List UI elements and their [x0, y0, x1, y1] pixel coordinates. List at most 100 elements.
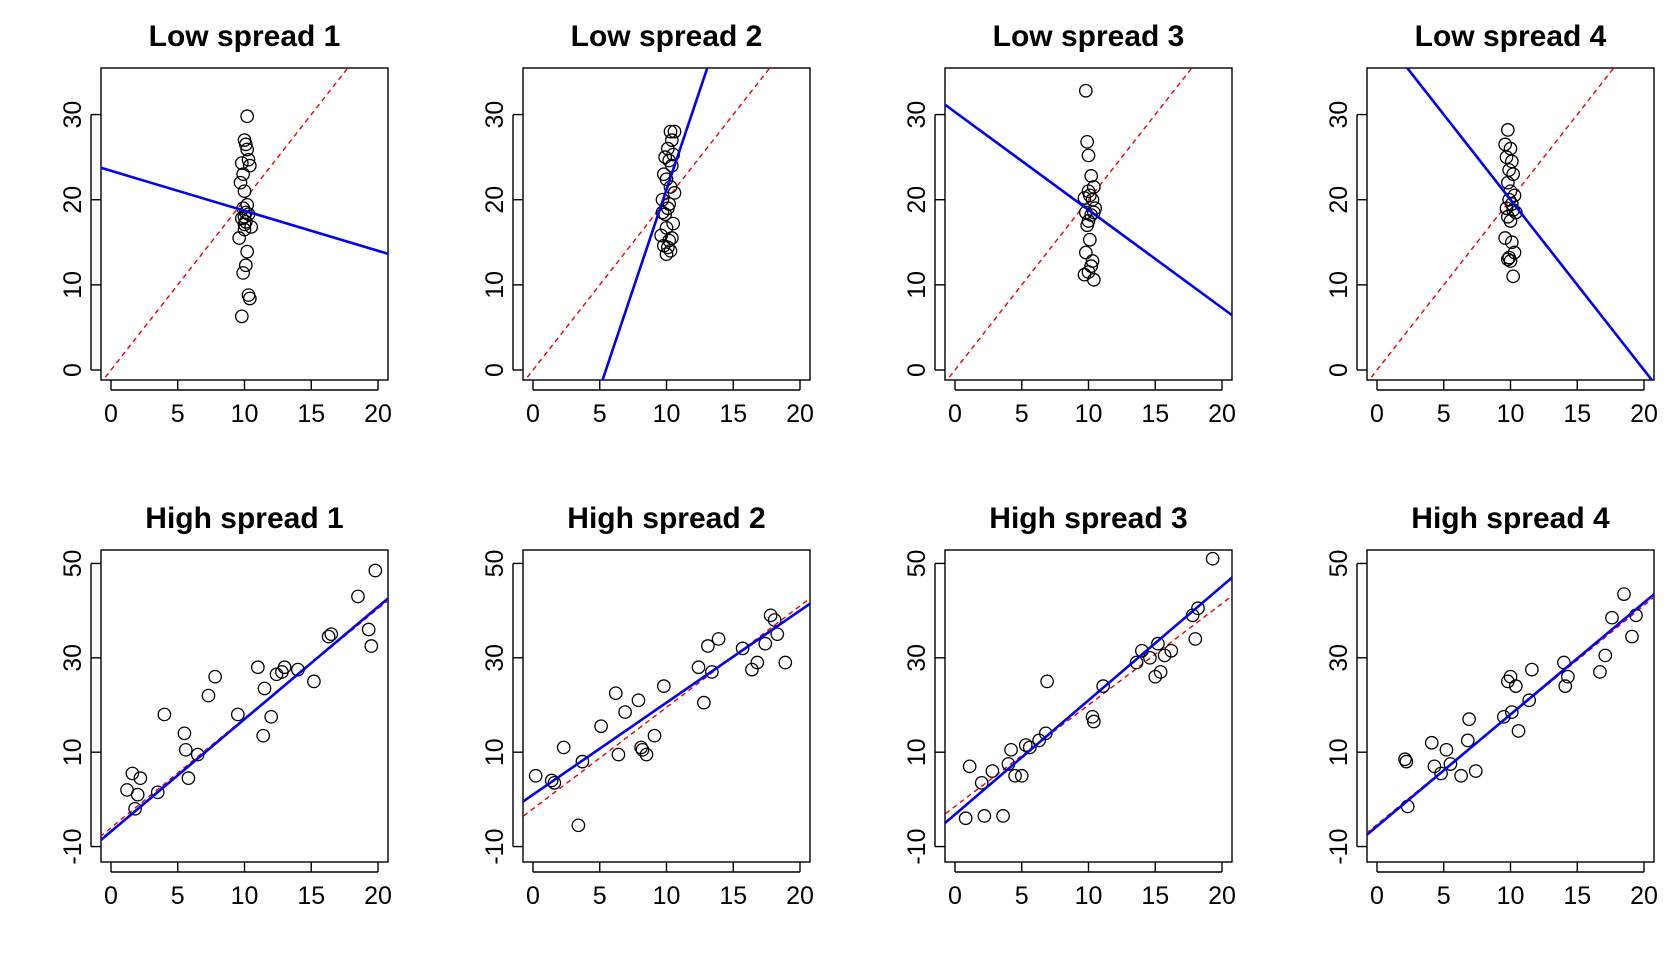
data-point: [745, 662, 759, 677]
data-point: [571, 818, 586, 833]
data-point: [157, 707, 172, 722]
data-point: [611, 747, 626, 762]
data-point: [321, 629, 336, 644]
x-tick-label: 20: [1630, 882, 1658, 910]
data-point: [1504, 705, 1519, 719]
data-point: [974, 776, 989, 790]
panel-5: High spread 1 0 5 10 15 20 -10 10 30 50: [59, 502, 392, 910]
data-point: [1500, 123, 1515, 137]
y-tick-label: -10: [481, 828, 509, 864]
data-point: [241, 152, 256, 167]
data-point: [1081, 265, 1096, 279]
data-point: [1525, 662, 1539, 677]
data-point: [770, 627, 785, 642]
reference-line: [945, 595, 1232, 815]
data-point: [1558, 679, 1573, 693]
data-point: [234, 309, 249, 324]
panel-7: High spread 3 0 5 10 15 20 -10 10 30 50: [903, 502, 1236, 910]
x-tick-label: 20: [786, 882, 814, 910]
data-point: [658, 150, 673, 164]
data-point: [1148, 669, 1163, 684]
y-tick-label: -10: [1325, 828, 1353, 864]
data-point: [242, 291, 257, 306]
x-tick-label: 20: [364, 882, 392, 910]
data-point: [361, 622, 376, 637]
panel-6: High spread 2 0 5 10 15 20 -10 10 30 50: [481, 502, 814, 910]
x-tick-label: 5: [1437, 882, 1451, 910]
data-point: [324, 627, 339, 642]
data-point: [201, 688, 216, 703]
data-point: [767, 613, 782, 627]
y-tick-label: 30: [1325, 101, 1353, 129]
x-tick-label: 15: [1141, 400, 1169, 428]
x-tick-label: 0: [104, 882, 118, 910]
x-tick-label: 10: [653, 882, 681, 910]
data-point: [1443, 757, 1458, 771]
plot-frame: [522, 549, 811, 863]
data-point: [667, 186, 682, 200]
x-tick-label: 15: [719, 882, 747, 910]
y-tick-label: 10: [59, 271, 87, 299]
data-point: [1096, 679, 1111, 693]
data-point: [1082, 232, 1097, 247]
data-point: [1205, 551, 1220, 566]
x-tick-label: 15: [1141, 882, 1169, 910]
data-point: [575, 754, 590, 769]
data-point: [1454, 768, 1468, 783]
data-point: [1077, 191, 1092, 205]
data-point: [236, 167, 251, 182]
x-tick-label: 10: [1075, 400, 1103, 428]
data-point: [528, 768, 543, 783]
data-point: [697, 695, 711, 710]
data-point: [1080, 218, 1095, 233]
x-tick-label: 5: [1015, 400, 1029, 428]
x-tick-label: 20: [1630, 400, 1658, 428]
data-point: [1086, 714, 1101, 729]
data-point: [618, 705, 632, 719]
fit-line: [101, 596, 388, 842]
data-point: [701, 639, 715, 653]
data-point: [1078, 245, 1093, 260]
data-point: [1004, 742, 1018, 757]
x-tick-label: 15: [719, 400, 747, 428]
x-tick-label: 20: [786, 400, 814, 428]
panel-4: Low spread 4 0 5 10 15 20 0 10 20 30: [1325, 20, 1658, 428]
data-point: [1080, 134, 1095, 149]
fit-line: [101, 166, 388, 256]
y-tick-label: 10: [59, 738, 87, 766]
data-point: [1503, 669, 1518, 684]
data-point: [1499, 201, 1514, 216]
data-point: [1522, 693, 1537, 708]
data-point: [1008, 768, 1022, 783]
data-point: [150, 785, 165, 800]
data-point: [778, 655, 793, 670]
x-tick-label: 15: [1563, 400, 1591, 428]
data-point: [208, 669, 222, 684]
data-point: [237, 184, 252, 199]
panel-title: Low spread 3: [993, 20, 1185, 53]
data-point: [556, 740, 571, 755]
x-tick-label: 20: [1208, 882, 1236, 910]
data-point: [711, 632, 726, 646]
x-tick-label: 0: [526, 882, 540, 910]
data-point: [1022, 740, 1037, 755]
fit-line: [945, 103, 1232, 317]
data-point: [237, 133, 252, 147]
data-point: [1508, 679, 1523, 693]
data-point: [234, 211, 249, 226]
data-point: [1503, 214, 1518, 228]
x-tick-label: 0: [1370, 882, 1384, 910]
x-tick-label: 10: [653, 400, 681, 428]
data-point: [977, 809, 992, 823]
reference-line: [524, 68, 771, 380]
y-tick-label: 50: [1325, 550, 1353, 578]
data-point: [1460, 733, 1475, 748]
data-point: [656, 679, 671, 693]
data-point: [647, 728, 662, 743]
data-point: [233, 175, 248, 190]
data-point: [1598, 648, 1613, 663]
data-point: [1593, 665, 1607, 679]
y-tick-label: 50: [903, 550, 931, 578]
data-point: [1439, 742, 1454, 757]
x-tick-label: 20: [364, 400, 392, 428]
